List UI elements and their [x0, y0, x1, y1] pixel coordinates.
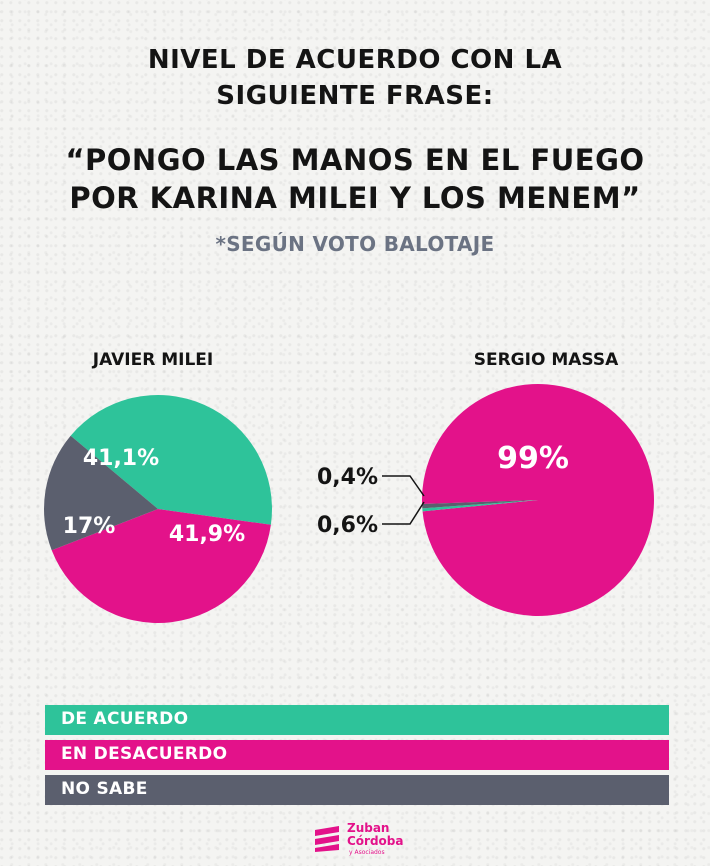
- title-line-2: SIGUIENTE FRASE:: [216, 81, 494, 111]
- pie-chart-massa: 99% 0,4% 0,6%: [317, 384, 654, 616]
- quote-line-2: POR KARINA MILEI Y LOS MENEM”: [69, 181, 641, 215]
- data-label-no-sabe: 0,6%: [317, 513, 378, 538]
- pie-slice-no-sabe: [44, 435, 158, 551]
- legend-item-en-desacuerdo: EN DESACUERDO: [45, 740, 669, 770]
- data-label-de-acuerdo: 0,4%: [317, 465, 378, 490]
- logo-text: Zuban Córdoba: [347, 822, 404, 848]
- page-title: NIVEL DE ACUERDO CON LA SIGUIENTE FRASE:: [0, 42, 710, 114]
- logo-line-3: y Asociados: [349, 849, 385, 856]
- pie-slice-de-acuerdo: [422, 500, 538, 512]
- pie-slice-de-acuerdo: [70, 394, 272, 525]
- legend-label-de-acuerdo: DE ACUERDO: [61, 709, 189, 729]
- title-line-1: NIVEL DE ACUERDO CON LA: [147, 45, 563, 75]
- pie-chart-milei: 41,1% 41,9% 17%: [44, 394, 272, 623]
- chart-title-massa: SERGIO MASSA: [473, 350, 619, 370]
- pie-slice-en-desacuerdo: [422, 384, 654, 616]
- logo-line-2: Córdoba: [347, 834, 404, 848]
- data-label-no-sabe: 17%: [63, 514, 116, 539]
- data-label-en-desacuerdo: 99%: [497, 441, 569, 476]
- zuban-cordoba-logo: Zuban Córdoba y Asociados: [313, 820, 423, 860]
- leader-line-no-sabe: [382, 501, 425, 525]
- pie-slice-en-desacuerdo: [51, 509, 271, 623]
- chart-title-milei: JAVIER MILEI: [92, 350, 214, 370]
- quote: “PONGO LAS MANOS EN EL FUEGO POR KARINA …: [0, 141, 710, 217]
- legend-label-en-desacuerdo: EN DESACUERDO: [61, 744, 228, 764]
- data-label-en-desacuerdo: 41,9%: [169, 522, 245, 547]
- pie-slice-no-sabe: [422, 500, 538, 509]
- leader-line-de-acuerdo: [382, 475, 425, 497]
- legend-item-de-acuerdo: DE ACUERDO: [45, 705, 669, 735]
- quote-line-1: “PONGO LAS MANOS EN EL FUEGO: [65, 143, 645, 177]
- logo-mark-icon: [315, 826, 339, 852]
- subtitle: *SEGÚN VOTO BALOTAJE: [215, 232, 495, 256]
- legend-label-no-sabe: NO SABE: [61, 779, 148, 799]
- logo-line-1: Zuban: [347, 821, 390, 835]
- data-label-de-acuerdo: 41,1%: [83, 446, 159, 471]
- legend-item-no-sabe: NO SABE: [45, 775, 669, 805]
